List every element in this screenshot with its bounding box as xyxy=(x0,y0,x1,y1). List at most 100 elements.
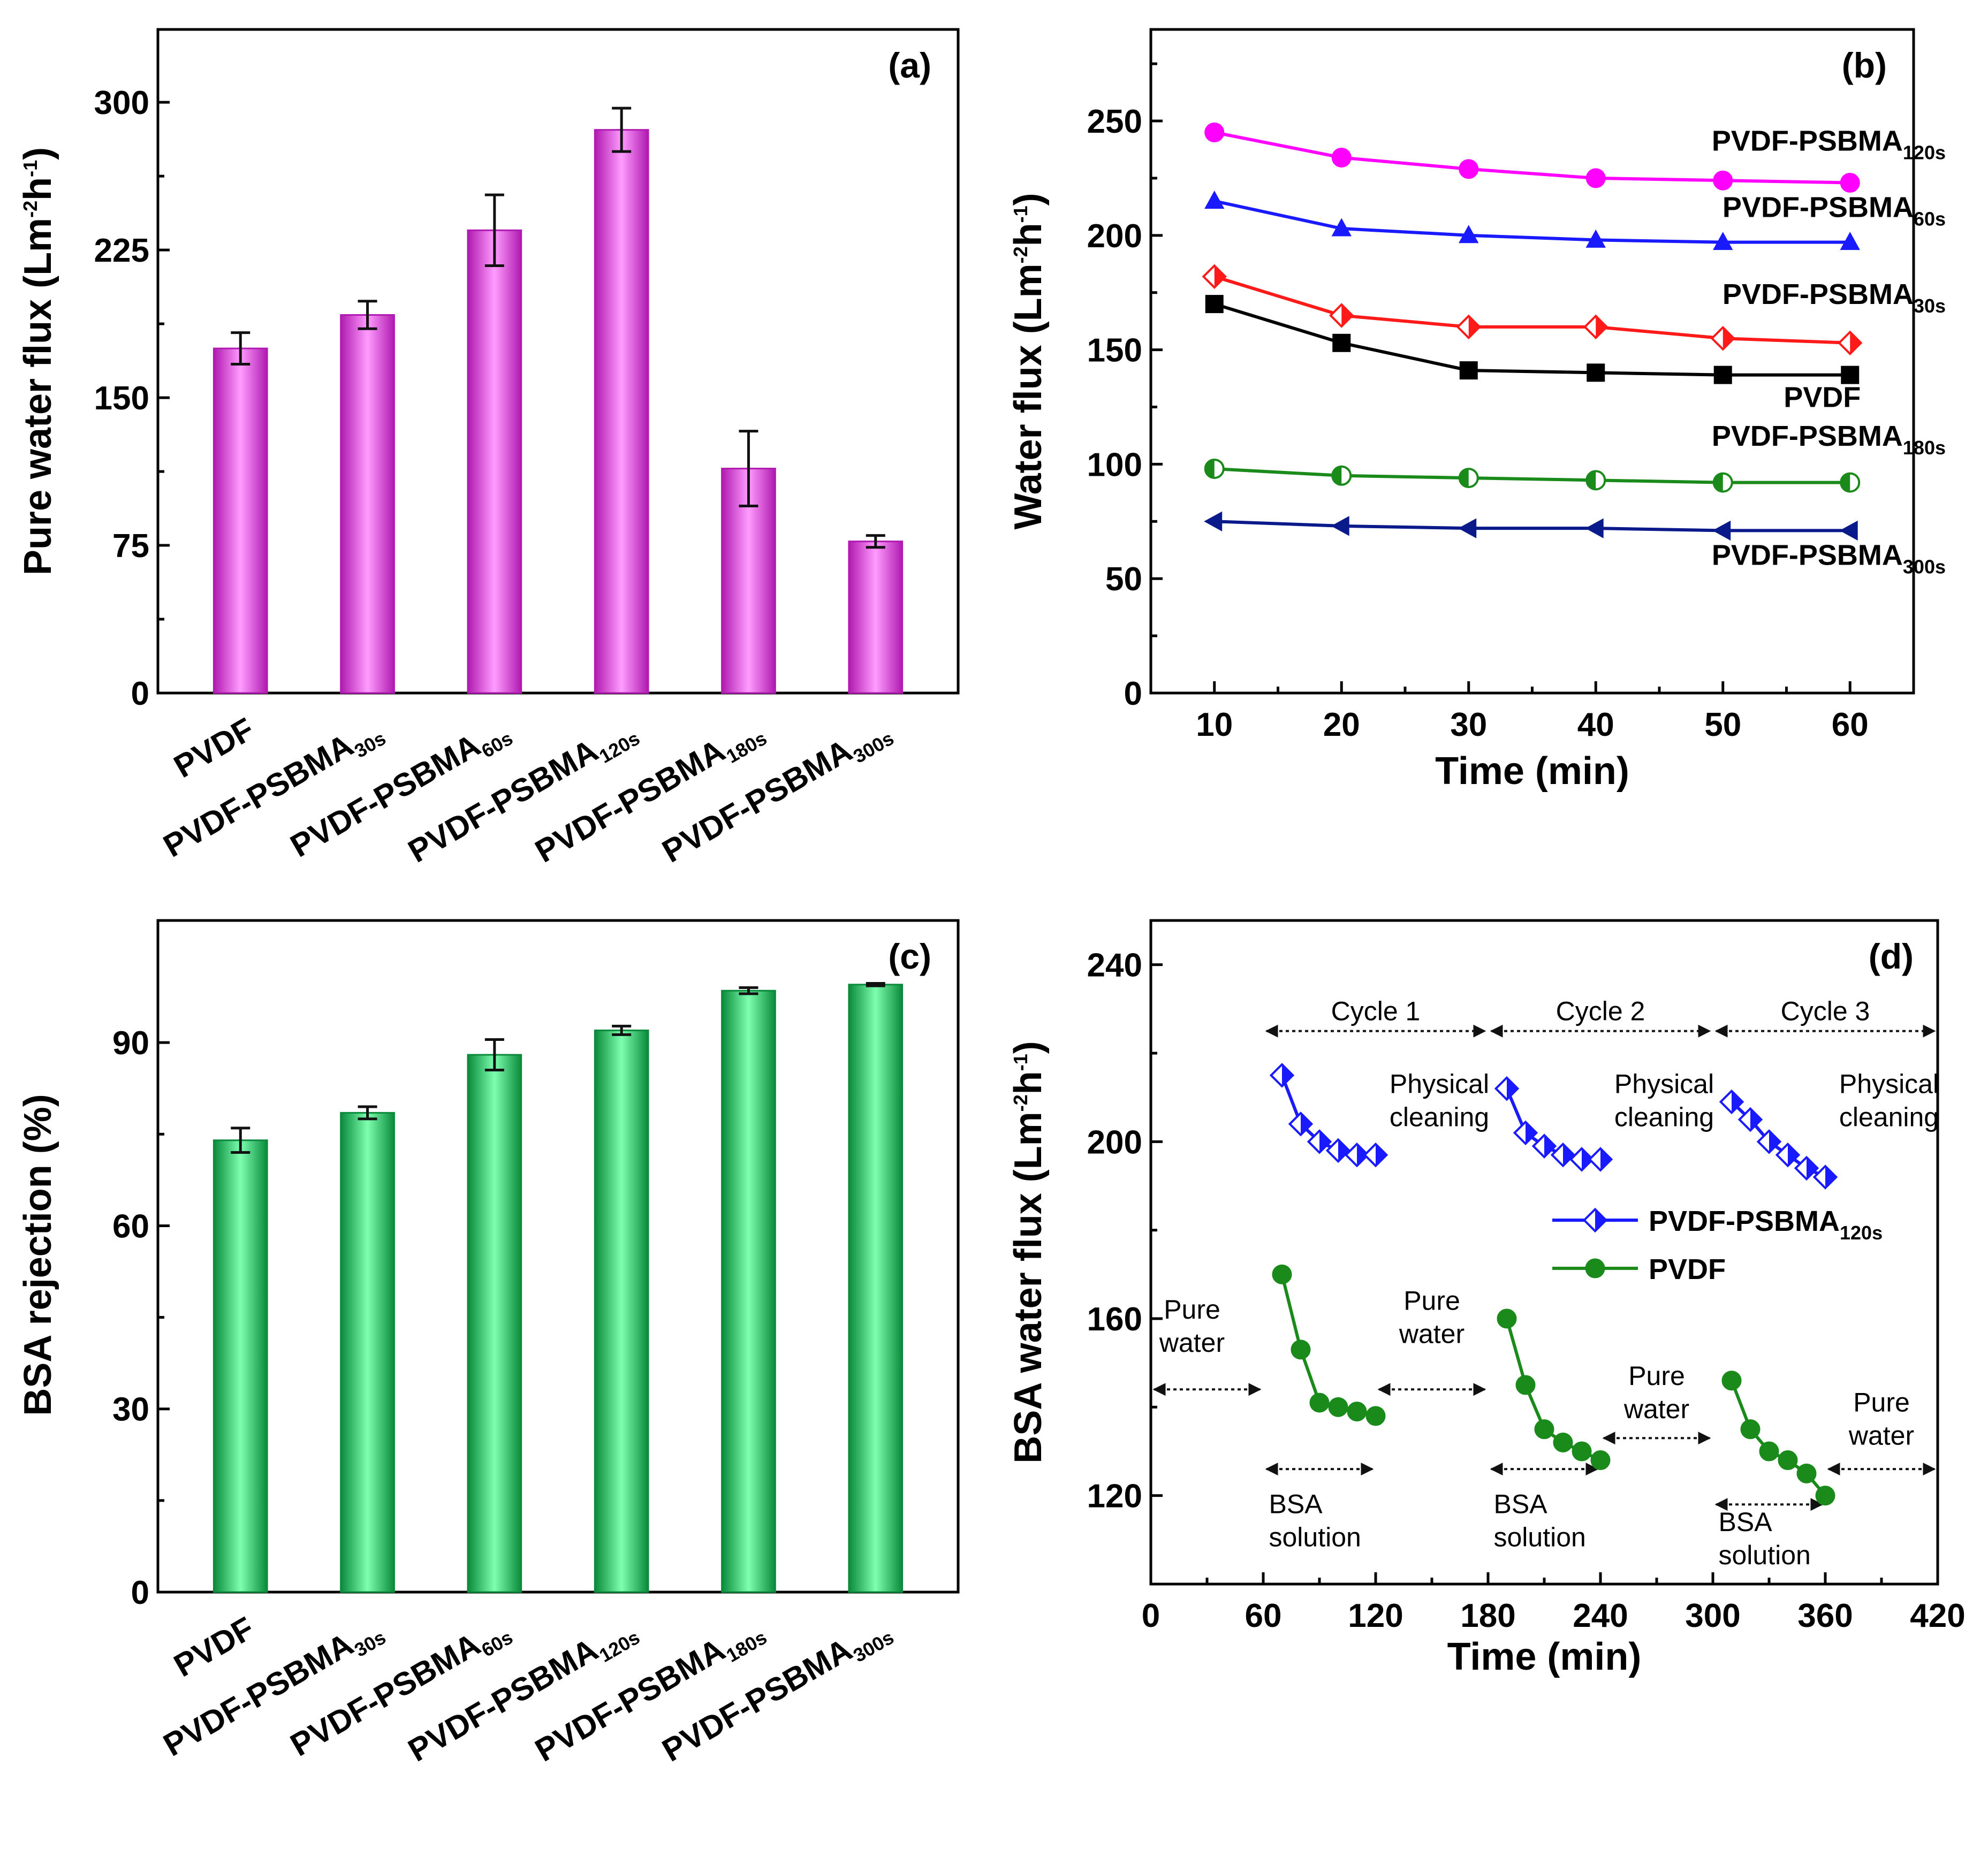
data-point xyxy=(1585,168,1606,188)
cleaning-label-line1: Physical xyxy=(1614,1069,1714,1099)
series-label: PVDF-PSBMA300s xyxy=(1712,539,1946,578)
y-axis-title: BSA rejection (%) xyxy=(17,1094,59,1415)
bar xyxy=(594,1029,649,1593)
x-tick-label: 60 xyxy=(1245,1597,1282,1634)
data-point xyxy=(1590,1450,1611,1471)
bar xyxy=(467,1054,522,1593)
bsa-label-line1: BSA xyxy=(1269,1489,1323,1519)
series-line xyxy=(1214,467,1850,484)
data-point xyxy=(1332,333,1351,352)
data-point xyxy=(1840,472,1861,493)
x-category-label: PVDF-PSBMA180s xyxy=(529,1626,771,1769)
x-tick-label: 120 xyxy=(1348,1597,1403,1634)
pure-water-label-line1: Pure xyxy=(1853,1388,1910,1418)
data-point xyxy=(1534,1419,1554,1440)
data-point xyxy=(1572,1441,1592,1462)
x-tick-label: 360 xyxy=(1797,1597,1853,1634)
series-label: PVDF xyxy=(1784,382,1861,414)
data-point xyxy=(1839,520,1858,541)
x-category-label: PVDF-PSBMA300s xyxy=(656,727,898,870)
data-point xyxy=(1710,326,1735,351)
x-category-label-text: PVDF-PSBMA30s xyxy=(157,711,390,868)
data-point xyxy=(1550,1142,1576,1168)
bar xyxy=(594,129,649,694)
data-point xyxy=(1456,314,1481,340)
bar xyxy=(213,347,268,694)
data-point xyxy=(1204,511,1223,532)
data-point xyxy=(1459,225,1479,243)
data-point xyxy=(1587,363,1605,382)
series-label: PVDF-PSBMA120s xyxy=(1712,125,1946,164)
data-point xyxy=(1458,518,1477,538)
data-point xyxy=(1531,1133,1557,1159)
data-point xyxy=(1204,458,1225,479)
data-point xyxy=(1588,1147,1613,1172)
series-label: PVDF-PSBMA180s xyxy=(1712,420,1946,459)
pure-water-label-line2: water xyxy=(1848,1421,1914,1451)
bsa-label-line2: solution xyxy=(1269,1523,1361,1552)
data-point xyxy=(1794,1155,1819,1181)
data-point xyxy=(1307,1129,1332,1154)
series-line xyxy=(1214,199,1850,244)
legend-marker xyxy=(1585,1258,1605,1278)
data-point xyxy=(1713,170,1733,191)
x-tick-label: 300 xyxy=(1685,1597,1740,1634)
legend-label: PVDF-PSBMA120s xyxy=(1649,1205,1883,1244)
data-point xyxy=(1497,1308,1517,1329)
y-tick-label: 250 xyxy=(1087,103,1142,140)
data-point xyxy=(1553,1432,1573,1452)
x-tick-label: 40 xyxy=(1577,706,1614,743)
x-category-label-text: PVDF-PSBMA60s xyxy=(284,1610,517,1767)
series-line xyxy=(1213,275,1850,345)
cycle-label: Cycle 3 xyxy=(1781,996,1870,1026)
y-tick-label: 150 xyxy=(94,380,149,417)
series-label: PVDF-PSBMA30s xyxy=(1723,278,1946,317)
cleaning-label-line2: cleaning xyxy=(1390,1102,1489,1132)
y-tick-label: 225 xyxy=(94,232,149,269)
x-category-label: PVDF-PSBMA30s xyxy=(157,711,390,868)
data-point xyxy=(1840,172,1860,193)
cleaning-label-line1: Physical xyxy=(1390,1069,1489,1099)
x-tick-label: 420 xyxy=(1910,1597,1965,1634)
y-axis-title-text: Pure water flux (Lm-2h-1) xyxy=(17,147,59,575)
data-point xyxy=(1328,1397,1348,1417)
x-category-label: PVDF xyxy=(168,1610,260,1684)
y-tick-label: 90 xyxy=(112,1025,149,1062)
data-point xyxy=(1712,520,1731,541)
x-tick-label: 20 xyxy=(1323,706,1360,743)
series-label: PVDF-PSBMA60s xyxy=(1723,192,1946,230)
y-tick-label: 160 xyxy=(1087,1301,1142,1338)
bar xyxy=(467,229,522,694)
data-point xyxy=(1796,1463,1817,1483)
y-tick-label: 300 xyxy=(94,85,149,121)
y-tick-label: 120 xyxy=(1087,1478,1142,1515)
data-point xyxy=(1721,1371,1742,1391)
data-point xyxy=(1756,1129,1782,1154)
y-tick-label: 0 xyxy=(1124,675,1142,712)
x-tick-label: 180 xyxy=(1460,1597,1515,1634)
y-axis-title-text: Water flux (Lm-2h-1) xyxy=(1007,193,1050,529)
data-point xyxy=(1331,218,1352,237)
x-category-label-text: PVDF xyxy=(168,711,260,785)
data-point xyxy=(1329,303,1354,328)
data-point xyxy=(1713,232,1733,250)
data-point xyxy=(1778,1450,1798,1471)
cleaning-label-line2: cleaning xyxy=(1614,1102,1714,1132)
data-point xyxy=(1585,470,1606,491)
y-tick-label: 60 xyxy=(112,1208,149,1245)
bar xyxy=(721,990,776,1593)
legend-label: PVDF xyxy=(1649,1253,1726,1285)
data-point xyxy=(1291,1340,1311,1360)
data-point xyxy=(1740,1419,1761,1440)
data-point xyxy=(1569,1147,1595,1172)
bar xyxy=(340,1112,395,1593)
cleaning-label-line2: cleaning xyxy=(1839,1102,1939,1132)
x-axis-title: Time (min) xyxy=(1435,750,1629,793)
x-tick-label: 0 xyxy=(1142,1597,1160,1634)
x-category-label: PVDF-PSBMA120s xyxy=(402,727,643,870)
y-tick-label: 150 xyxy=(1087,332,1142,369)
panel-tag: (b) xyxy=(1842,45,1887,85)
panel-b-water-flux-line-chart: 0 50 100 150 200 250 10 20 30 40 50 60 Time (min) Wat… xyxy=(1007,28,1946,793)
x-category-label: PVDF-PSBMA120s xyxy=(402,1626,643,1769)
y-tick-label: 100 xyxy=(1087,446,1142,483)
